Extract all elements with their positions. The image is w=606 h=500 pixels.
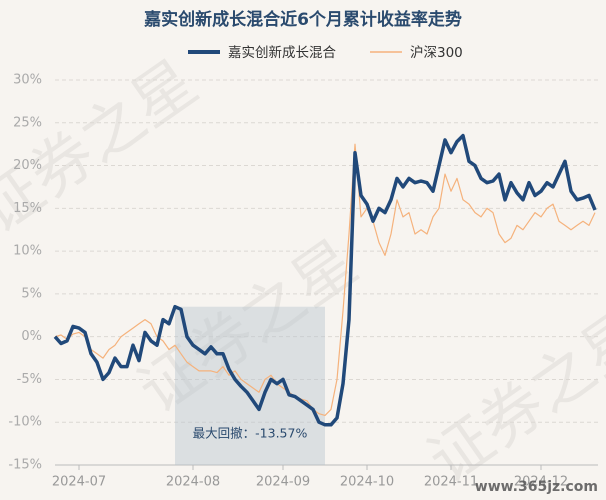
x-tick-label: 2024-11 (424, 475, 478, 490)
y-tick-label: -15% (8, 458, 42, 473)
y-tick-label: 10% (13, 244, 42, 259)
y-tick-label: 5% (21, 286, 42, 301)
legend-label: 嘉实创新成长混合 (228, 45, 336, 61)
x-tick-label: 2024-09 (256, 475, 310, 490)
y-tick-label: 15% (13, 201, 42, 216)
legend-label: 沪深300 (410, 45, 463, 61)
y-tick-label: -5% (17, 372, 42, 387)
x-tick-label: 2024-10 (340, 475, 394, 490)
y-tick-label: 0% (21, 329, 42, 344)
x-tick-label: 2024-12 (514, 475, 568, 490)
chart-title: 嘉实创新成长混合近6个月累计收益率走势 (143, 9, 462, 30)
y-tick-label: -10% (8, 415, 42, 430)
source-watermark: www.365jz.com (475, 479, 598, 495)
y-tick-label: 20% (13, 158, 42, 173)
y-tick-label: 30% (13, 73, 42, 88)
x-tick-label: 2024-07 (52, 475, 106, 490)
series-line (53, 133, 597, 427)
series-line (54, 143, 596, 416)
y-tick-label: 25% (13, 115, 42, 130)
x-tick-label: 2024-08 (166, 475, 220, 490)
drawdown-label: 最大回撤：-13.57% (193, 426, 308, 441)
